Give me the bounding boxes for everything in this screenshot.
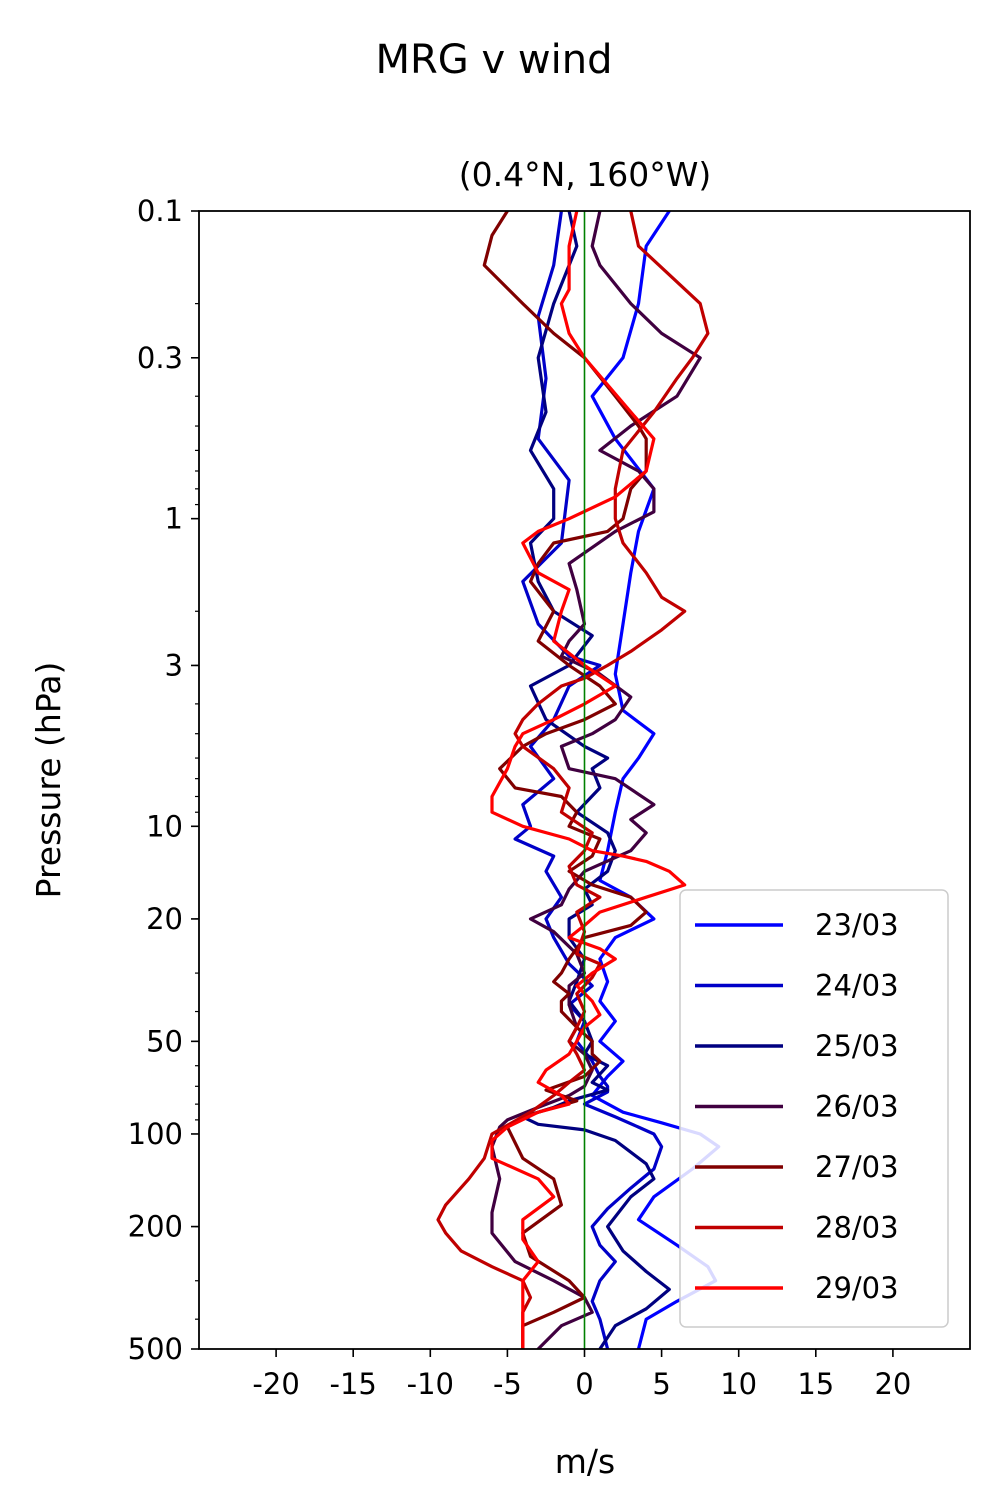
x-tick-label: -10: [407, 1367, 454, 1401]
x-axis: -20 -15 -10 -5 0 5 10 15 20: [252, 1349, 911, 1401]
legend: 23/03 24/03 25/03 26/03 27/03 28/03 29/03: [679, 889, 949, 1328]
x-tick-label: -5: [493, 1367, 522, 1401]
series-group: [436, 211, 721, 1349]
x-tick-label: 10: [720, 1367, 757, 1401]
chart-subtitle: (0.4°N, 160°W): [459, 155, 712, 194]
y-axis-label: Pressure (hPa): [29, 662, 68, 899]
y-tick-label: 10: [146, 809, 183, 843]
legend-label-5: 27/03: [815, 1150, 899, 1184]
legend-label-2: 24/03: [815, 969, 899, 1003]
x-tick-label: 15: [797, 1367, 834, 1401]
y-tick-label: 1: [165, 502, 183, 536]
y-tick-label: 100: [128, 1117, 183, 1151]
series-line-6: [436, 211, 710, 1349]
legend-label-6: 28/03: [815, 1211, 899, 1245]
y-tick-label: 0.1: [137, 194, 183, 228]
legend-label-7: 29/03: [815, 1271, 899, 1305]
legend-label-1: 23/03: [815, 908, 899, 942]
x-tick-label: 5: [652, 1367, 670, 1401]
x-tick-label: -20: [252, 1367, 299, 1401]
x-tick-label: 0: [575, 1367, 593, 1401]
legend-label-4: 26/03: [815, 1090, 899, 1124]
y-axis: 0.1 0.3 1 3 10 20 50 100 200 500: [128, 194, 199, 1366]
series-line-2: [513, 211, 664, 1349]
y-tick-label: 3: [165, 648, 183, 682]
y-tick-label: 20: [146, 902, 183, 936]
y-tick-label: 50: [146, 1024, 183, 1058]
y-tick-label: 200: [128, 1210, 183, 1244]
y-tick-label: 0.3: [137, 341, 183, 375]
x-tick-label: 20: [874, 1367, 911, 1401]
legend-label-3: 25/03: [815, 1029, 899, 1063]
y-tick-label: 500: [128, 1332, 183, 1366]
legend-box: [679, 889, 949, 1328]
figure-title: MRG v wind: [376, 37, 613, 83]
series-line-1: [590, 211, 721, 1349]
x-tick-label: -15: [330, 1367, 377, 1401]
series-line-7: [490, 211, 687, 1349]
x-axis-label: m/s: [555, 1442, 615, 1481]
